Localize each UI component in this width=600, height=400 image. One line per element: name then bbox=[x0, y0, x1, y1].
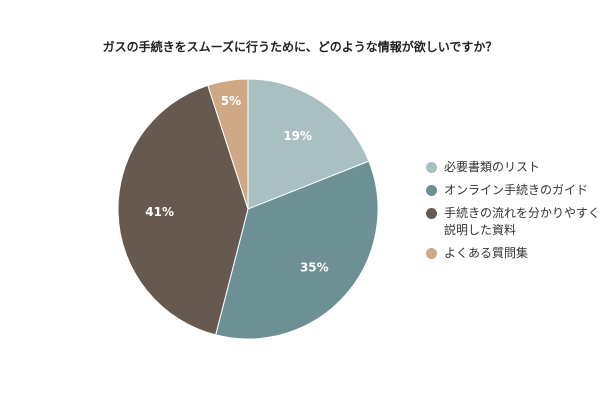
pie-slice-label-2: 41% bbox=[145, 205, 174, 219]
pie-labels: 19% 35% 41% 5% bbox=[145, 94, 328, 274]
pie-slices bbox=[117, 78, 379, 340]
legend-label-0: 必要書類のリスト bbox=[444, 160, 541, 174]
chart-title: ガスの手続きをスムーズに行うために、どのような情報が欲しいですか？ bbox=[102, 40, 498, 54]
legend-marker-1 bbox=[426, 185, 437, 196]
legend-label-1: オンライン手続きのガイド bbox=[444, 183, 589, 197]
pie-slice-label-1: 35% bbox=[300, 260, 329, 274]
pie-slice-3[interactable] bbox=[207, 78, 249, 210]
pie-slice-1[interactable] bbox=[215, 160, 379, 340]
pie-slice-label-0: 19% bbox=[283, 129, 312, 143]
pie-slice-label-3: 5% bbox=[221, 94, 241, 108]
legend-item-0[interactable]: 必要書類のリスト bbox=[426, 159, 600, 176]
legend-marker-3 bbox=[426, 248, 437, 259]
legend-marker-2 bbox=[426, 208, 437, 219]
pie-slice-0[interactable] bbox=[247, 78, 370, 210]
legend-item-2[interactable]: 手続きの流れを分かりやすく説明した資料 bbox=[426, 205, 600, 239]
legend-item-1[interactable]: オンライン手続きのガイド bbox=[426, 182, 600, 199]
legend-label-3: よくある質問集 bbox=[444, 246, 529, 260]
pie-slice-2[interactable] bbox=[117, 84, 249, 336]
legend-label-2: 手続きの流れを分かりやすく説明した資料 bbox=[444, 206, 600, 237]
legend-item-3[interactable]: よくある質問集 bbox=[426, 245, 600, 262]
legend-marker-0 bbox=[426, 162, 437, 173]
chart-legend: 必要書類のリスト オンライン手続きのガイド 手続きの流れを分かりやすく説明した資… bbox=[426, 159, 600, 268]
